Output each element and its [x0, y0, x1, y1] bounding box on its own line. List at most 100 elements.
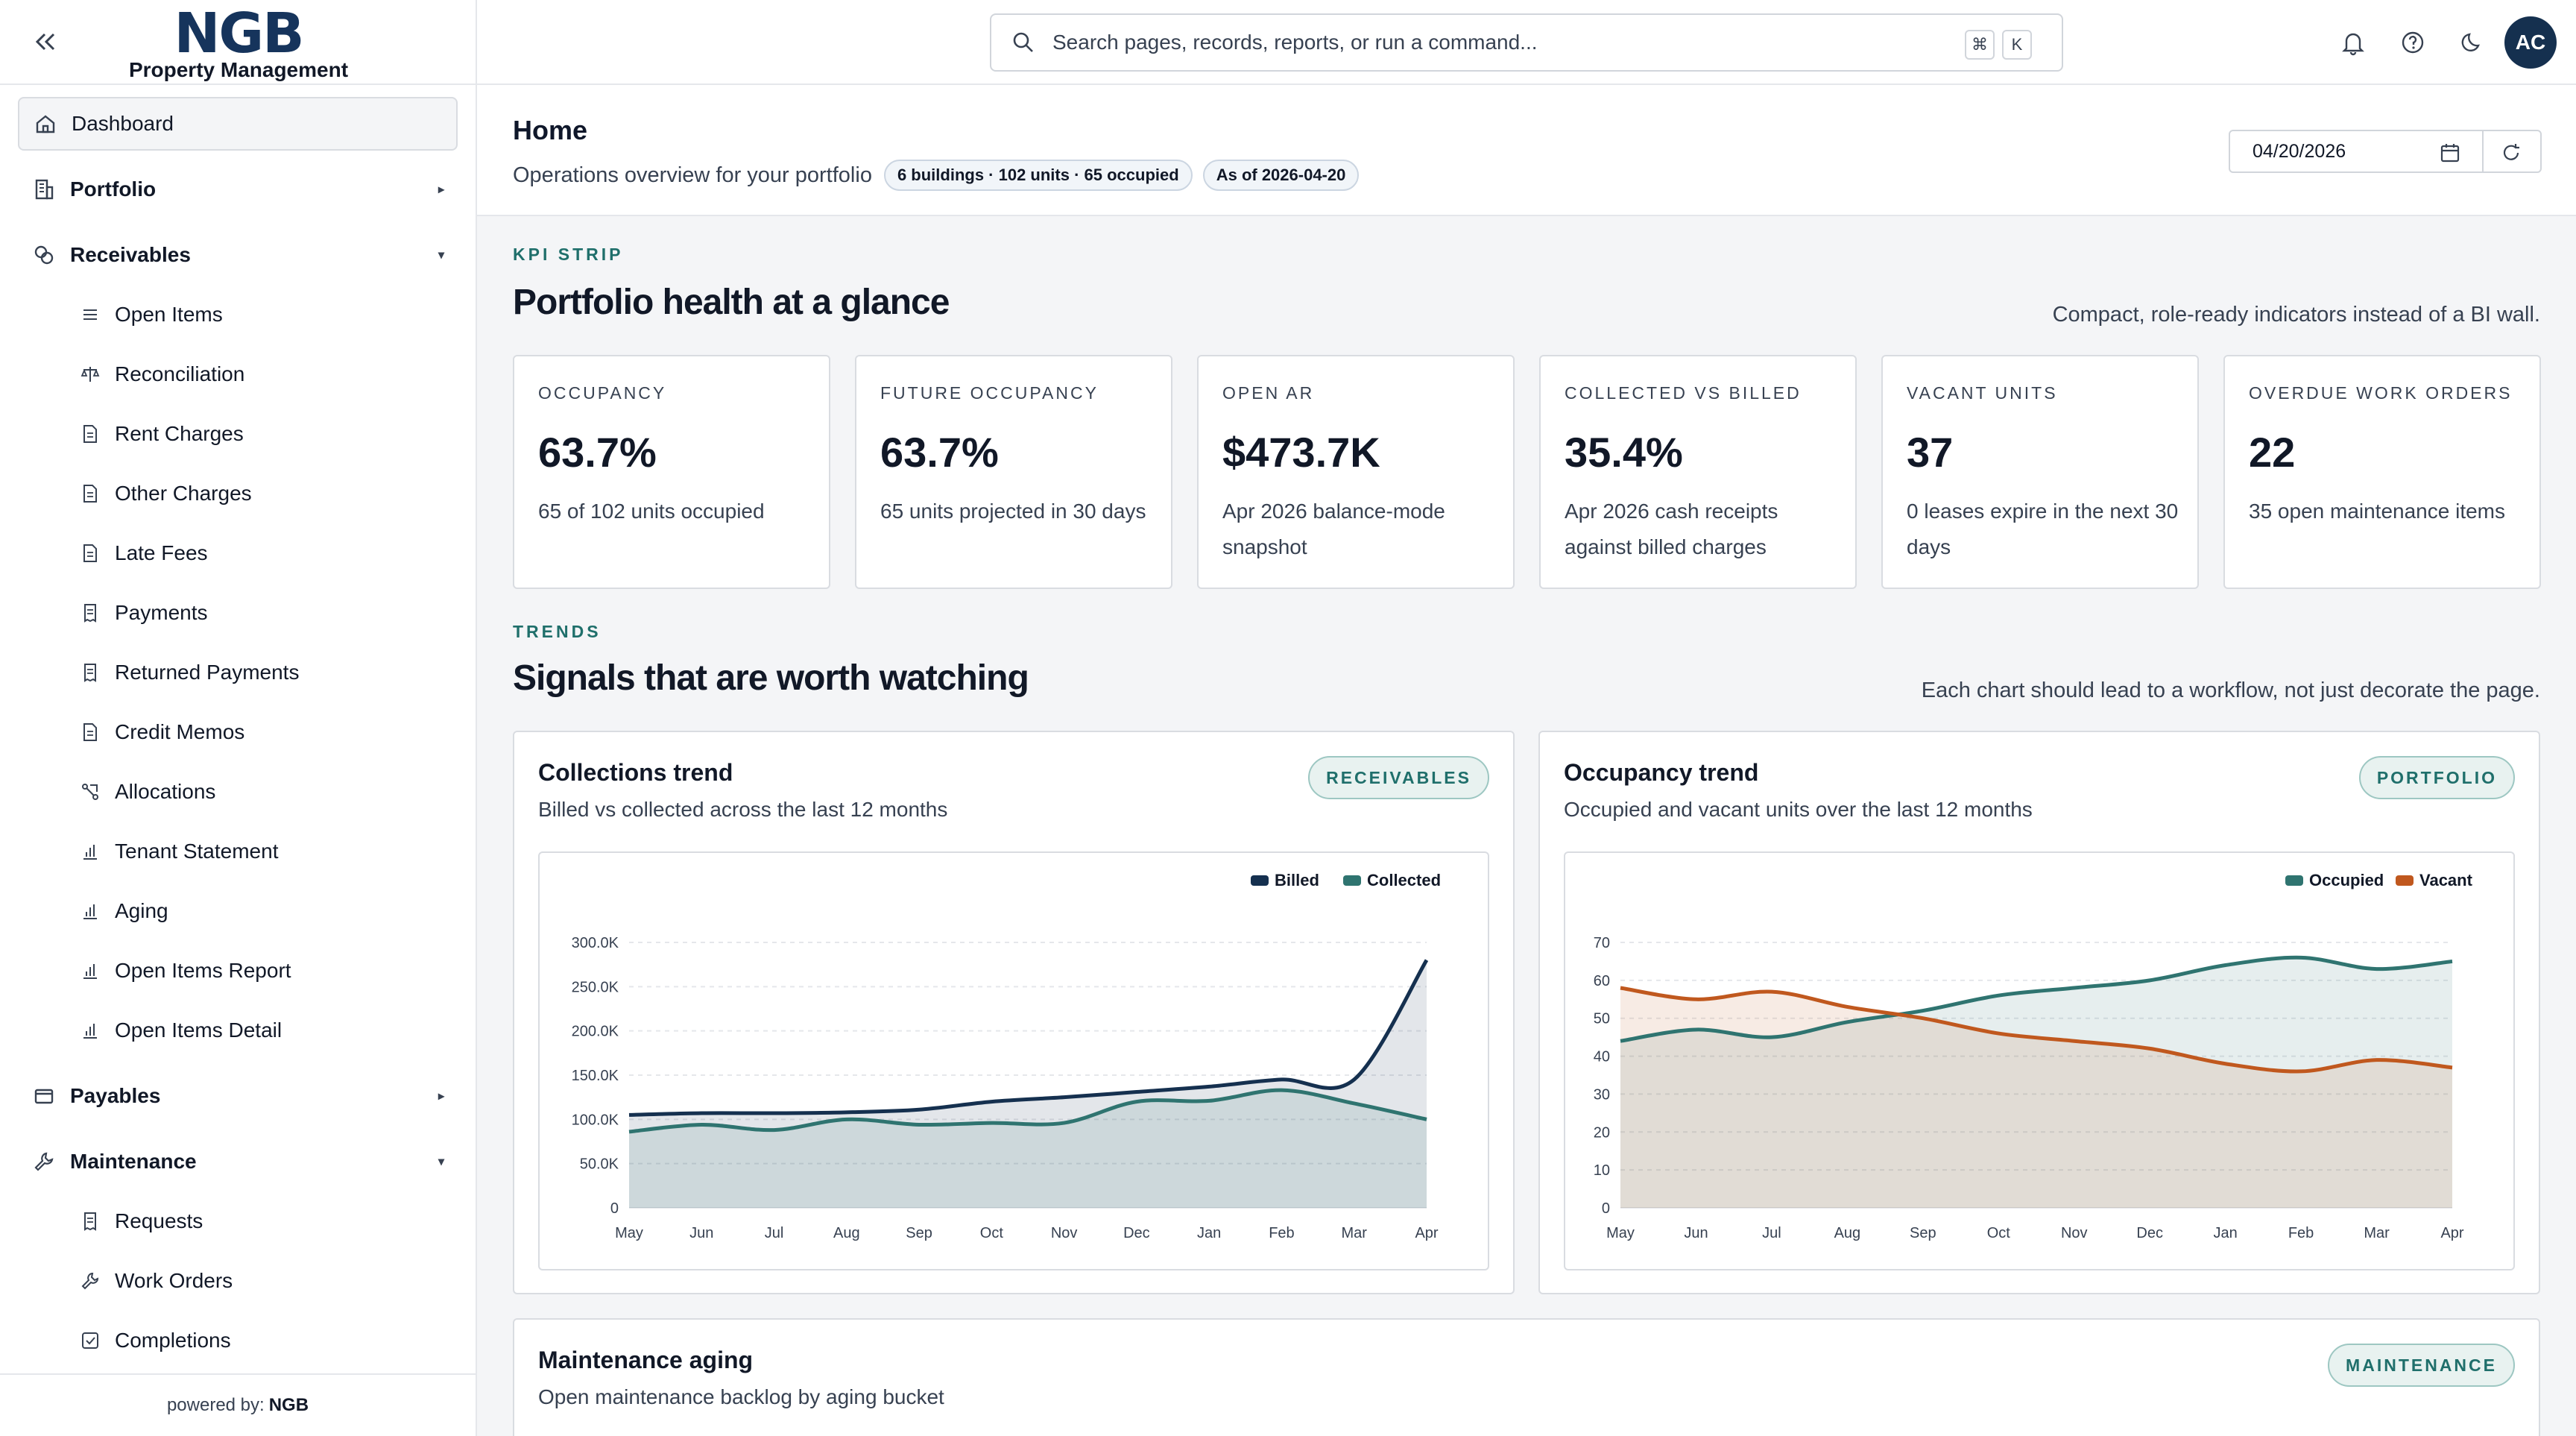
kpi-card-future-occupancy[interactable]: FUTURE OCCUPANCY 63.7% 65 units projecte… — [855, 355, 1172, 589]
sidebar-subitem-returned-payments[interactable]: Returned Payments — [63, 646, 450, 699]
kpi-label: VACANT UNITS — [1907, 383, 2058, 403]
sidebar-subitem-completions[interactable]: Completions — [63, 1314, 450, 1367]
portfolio-stats-badge: 6 buildings · 102 units · 65 occupied — [883, 160, 1193, 191]
sidebar-subitem-work-orders[interactable]: Work Orders — [63, 1254, 450, 1308]
x-tick-label: Jun — [689, 1225, 713, 1241]
kbd-command-key: ⌘ — [1965, 30, 1995, 60]
sidebar-subitem-late-fees[interactable]: Late Fees — [63, 526, 450, 580]
sidebar-item-dashboard[interactable]: Dashboard — [18, 97, 458, 151]
refresh-icon[interactable] — [2500, 142, 2522, 164]
portfolio-tag[interactable]: PORTFOLIO — [2358, 756, 2515, 799]
sidebar-subitem-aging[interactable]: Aging — [63, 884, 450, 938]
sidebar-subitem-open-items[interactable]: Open Items — [63, 288, 450, 341]
kpi-card-vacant-units[interactable]: VACANT UNITS 37 0 leases expire in the n… — [1881, 355, 2199, 589]
kpi-label: FUTURE OCCUPANCY — [880, 383, 1099, 403]
kpi-section-title: Portfolio health at a glance — [513, 283, 950, 322]
collapse-sidebar-button[interactable] — [28, 27, 61, 57]
kpi-description: Apr 2026 cash receipts against billed ch… — [1565, 500, 1778, 558]
kpi-card-open-ar[interactable]: OPEN AR $473.7K Apr 2026 balance-mode sn… — [1197, 355, 1515, 589]
sidebar-item-label: Aging — [115, 899, 168, 922]
kpi-description: 0 leases expire in the next 30 days — [1907, 500, 2179, 558]
sidebar-item-portfolio[interactable]: Portfolio ▸ — [18, 163, 458, 216]
sidebar-subitem-credit-memos[interactable]: Credit Memos — [63, 705, 450, 759]
sidebar-header: NGB Property Management — [0, 0, 476, 85]
caret-down-icon: ▾ — [438, 1156, 444, 1168]
notifications-button[interactable] — [2337, 27, 2369, 58]
wrench-icon — [80, 1271, 100, 1291]
maintenance-aging-card: Maintenance aging Open maintenance backl… — [513, 1318, 2540, 1436]
bell-icon — [2342, 33, 2364, 56]
x-tick-label: Jul — [1762, 1225, 1781, 1241]
kpi-description: 35 open maintenance items — [2249, 500, 2505, 523]
sidebar-item-receivables[interactable]: Receivables ▾ — [18, 228, 458, 282]
series-area-vacant — [1620, 988, 2452, 1208]
y-tick-label: 200.0K — [572, 1024, 619, 1040]
document-icon — [80, 722, 100, 742]
x-tick-label: Jun — [1684, 1225, 1708, 1241]
brand-logo[interactable]: NGB Property Management — [112, 6, 365, 82]
occupancy-chart: 0 10 20 30 40 50 60 70 May Jun Jul Aug Sep Oct Nov Dec J… — [1594, 871, 2473, 1241]
sidebar-item-label: Completions — [115, 1329, 231, 1352]
sidebar-subitem-requests[interactable]: Requests — [63, 1194, 450, 1248]
document-icon — [80, 484, 100, 503]
sidebar-item-label: Receivables — [70, 243, 191, 266]
sidebar-item-label: Returned Payments — [115, 661, 300, 684]
legend-swatch — [1343, 875, 1361, 886]
receipt-icon — [80, 603, 100, 623]
page-subtitle: Operations overview for your portfolio 6… — [513, 160, 1360, 191]
caret-right-icon: ▸ — [438, 1090, 444, 1103]
sidebar-item-label: Portfolio — [70, 177, 157, 201]
receivables-tag[interactable]: RECEIVABLES — [1308, 756, 1489, 799]
x-tick-label: Nov — [1051, 1225, 1078, 1241]
bar-chart-icon — [80, 1021, 100, 1040]
x-tick-label: Dec — [2136, 1225, 2163, 1241]
kpi-value: 63.7% — [538, 429, 657, 476]
x-tick-label: Feb — [2288, 1225, 2314, 1241]
kpi-description: Apr 2026 balance-mode snapshot — [1222, 500, 1445, 558]
x-tick-label: Feb — [1269, 1225, 1294, 1241]
sidebar-subitem-tenant-statement[interactable]: Tenant Statement — [63, 825, 450, 878]
user-avatar[interactable]: AC — [2504, 16, 2557, 69]
scale-icon — [80, 365, 100, 384]
kpi-label: OPEN AR — [1222, 383, 1315, 403]
sidebar-item-label: Dashboard — [72, 112, 174, 135]
legend-label: Billed — [1275, 871, 1319, 889]
sidebar-subitem-payments[interactable]: Payments — [63, 586, 450, 640]
legend-swatch — [1251, 875, 1269, 886]
theme-toggle-button[interactable] — [2457, 27, 2488, 58]
card-title: Collections trend — [538, 759, 733, 786]
sidebar-footer: powered by: NGB — [0, 1373, 476, 1436]
as-of-date-picker[interactable] — [2229, 130, 2542, 173]
sidebar-subitem-other-charges[interactable]: Other Charges — [63, 467, 450, 520]
help-button[interactable] — [2397, 27, 2428, 58]
coins-icon — [33, 244, 55, 266]
sidebar-item-maintenance[interactable]: Maintenance ▾ — [18, 1135, 458, 1188]
building-icon — [33, 178, 55, 201]
series-area-billed — [629, 960, 1427, 1208]
y-tick-label: 50.0K — [580, 1156, 619, 1173]
calendar-icon[interactable] — [2439, 142, 2461, 164]
bar-chart-icon — [80, 961, 100, 980]
sidebar-item-payables[interactable]: Payables ▸ — [18, 1069, 458, 1123]
document-icon — [80, 544, 100, 563]
y-tick-label: 0 — [1602, 1200, 1610, 1217]
occupancy-chart-frame: 0 10 20 30 40 50 60 70 May Jun Jul Aug Sep Oct Nov Dec J… — [1564, 851, 2515, 1270]
sidebar-subitem-open-items-detail[interactable]: Open Items Detail — [63, 1004, 450, 1057]
search-input[interactable] — [1052, 31, 1947, 54]
date-input[interactable] — [2253, 140, 2439, 163]
sidebar-subitem-reconciliation[interactable]: Reconciliation — [63, 347, 450, 401]
sidebar-subitem-allocations[interactable]: Allocations — [63, 765, 450, 819]
search-icon — [1011, 30, 1036, 55]
sidebar-subitem-open-items-report[interactable]: Open Items Report — [63, 944, 450, 998]
maintenance-tag[interactable]: MAINTENANCE — [2328, 1344, 2515, 1387]
sidebar-item-label: Reconciliation — [115, 362, 245, 385]
kpi-card-occupancy[interactable]: OCCUPANCY 63.7% 65 of 102 units occupied — [513, 355, 830, 589]
legend-swatch — [2285, 875, 2303, 886]
date-divider — [2482, 131, 2484, 171]
sidebar-subitem-rent-charges[interactable]: Rent Charges — [63, 407, 450, 461]
kpi-card-collected-vs-billed[interactable]: COLLECTED VS BILLED 35.4% Apr 2026 cash … — [1539, 355, 1857, 589]
kpi-label: OVERDUE WORK ORDERS — [2249, 383, 2513, 403]
kpi-card-overdue-work-orders[interactable]: OVERDUE WORK ORDERS 22 35 open maintenan… — [2223, 355, 2541, 589]
logo-subtitle: Property Management — [128, 58, 349, 81]
command-search[interactable]: ⌘ K — [990, 13, 2063, 72]
